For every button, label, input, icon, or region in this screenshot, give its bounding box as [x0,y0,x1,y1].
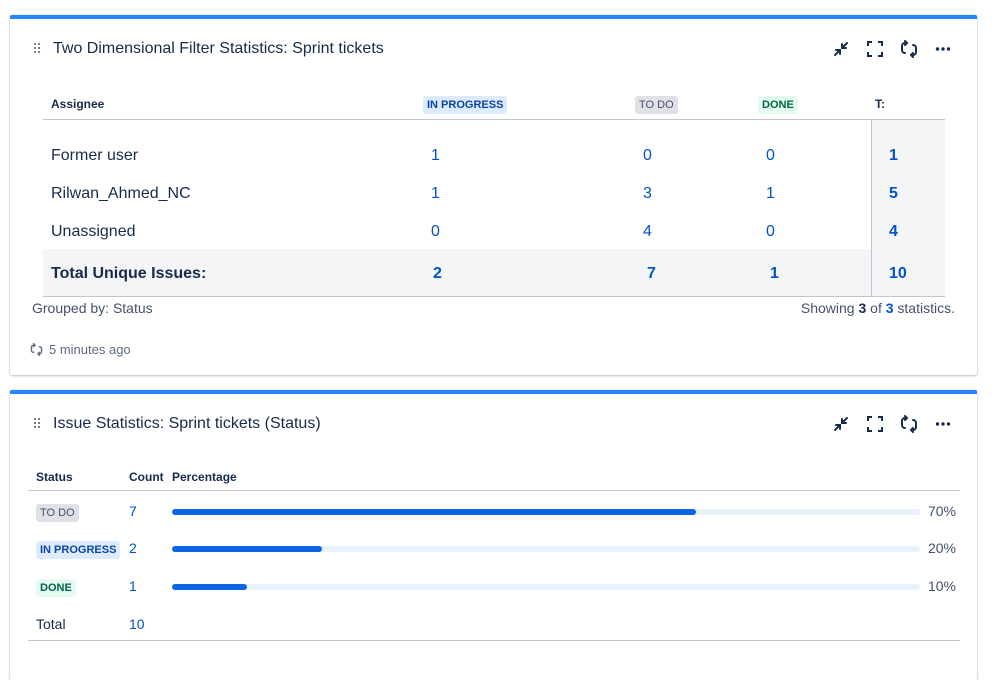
table-cell-link[interactable]: 0 [431,223,440,240]
refresh-icon[interactable] [899,39,919,59]
two-dimensional-stats-gadget: Two Dimensional Filter Statistics: Sprin… [10,15,977,375]
table-row-assignee: Unassigned [51,223,136,240]
table-cell-link[interactable]: 0 [766,223,775,240]
fullscreen-icon[interactable] [865,39,885,59]
totals-cell[interactable]: 7 [647,265,656,282]
status-cell[interactable]: IN PROGRESS [36,540,121,559]
percentage-label: 10% [927,578,956,594]
progress-bar-track [172,509,920,515]
column-header-percentage: Percentage [172,470,237,484]
showing-count-link[interactable]: 3 [885,300,894,316]
status-lozenge: TO DO [635,96,678,114]
more-icon[interactable] [933,39,953,59]
last-refreshed: 5 minutes ago [30,342,131,357]
column-header-total: T: [875,97,885,111]
status-lozenge: DONE [36,579,76,597]
more-icon[interactable] [933,414,953,434]
table-cell-link[interactable]: 1 [431,185,440,202]
table-cell-total[interactable]: 1 [889,147,898,164]
status-lozenge: IN PROGRESS [423,96,508,114]
table-row-assignee: Rilwan_Ahmed_NC [51,185,191,202]
total-label: Total [36,616,66,632]
totals-cell-grand[interactable]: 10 [889,265,907,282]
table-cell-link[interactable]: 0 [643,147,652,164]
column-header-done[interactable]: DONE [758,95,798,114]
two-dimensional-table: Assignee IN PROGRESS TO DO DONE T: Forme… [43,89,945,297]
table-cell-total[interactable]: 5 [889,185,898,202]
column-header-assignee: Assignee [51,97,105,111]
refreshed-time: 5 minutes ago [49,342,131,357]
count-link[interactable]: 1 [129,578,137,594]
progress-bar-fill [172,509,696,515]
status-lozenge: IN PROGRESS [36,541,121,559]
status-lozenge: DONE [758,96,798,114]
issue-statistics-gadget: Issue Statistics: Sprint tickets (Status… [10,390,977,680]
count-link[interactable]: 7 [129,503,137,519]
table-cell-link[interactable]: 4 [643,223,652,240]
progress-bar-fill [172,584,247,590]
status-cell[interactable]: DONE [36,578,76,597]
gadget-header: Issue Statistics: Sprint tickets (Status… [10,394,977,454]
percentage-label: 20% [927,540,956,556]
totals-row-label: Total Unique Issues: [51,265,207,282]
showing-text: Showing 3 of 3 statistics. [801,300,955,316]
column-header-in-progress[interactable]: IN PROGRESS [423,95,508,114]
column-header-to-do[interactable]: TO DO [635,95,678,114]
totals-cell[interactable]: 2 [433,265,442,282]
status-lozenge: TO DO [36,504,79,522]
column-header-status: Status [36,470,73,484]
count-link[interactable]: 2 [129,540,137,556]
minimize-icon[interactable] [831,39,851,59]
gadget-toolbar [831,414,953,434]
column-header-count: Count [129,470,164,484]
showing-shown: 3 [858,300,867,316]
issue-statistics-table: Status Count Percentage TO DO 7 70% IN P… [28,466,960,644]
gadget-header: Two Dimensional Filter Statistics: Sprin… [10,19,977,79]
table-cell-link[interactable]: 3 [643,185,652,202]
progress-bar-track [172,584,920,590]
showing-prefix: Showing [800,300,855,316]
status-cell[interactable]: TO DO [36,503,79,522]
grouped-by-text: Grouped by: Status [32,300,153,316]
refresh-icon[interactable] [30,343,43,356]
showing-of: of [870,300,882,316]
gadget-title: Issue Statistics: Sprint tickets (Status… [53,415,321,432]
minimize-icon[interactable] [831,414,851,434]
progress-bar-track [172,546,920,552]
refresh-icon[interactable] [899,414,919,434]
table-cell-link[interactable]: 1 [766,185,775,202]
fullscreen-icon[interactable] [865,414,885,434]
total-count-link[interactable]: 10 [129,616,145,632]
percentage-label: 70% [927,503,956,519]
table-cell-total[interactable]: 4 [889,223,898,240]
table-row-assignee: Former user [51,147,139,164]
showing-suffix: statistics. [897,300,955,316]
totals-cell[interactable]: 1 [770,265,779,282]
table-cell-link[interactable]: 1 [431,147,440,164]
table-cell-link[interactable]: 0 [766,147,775,164]
drag-handle-icon[interactable] [34,43,42,55]
gadget-title: Two Dimensional Filter Statistics: Sprin… [53,40,384,57]
gadget-toolbar [831,39,953,59]
drag-handle-icon[interactable] [34,418,42,430]
progress-bar-fill [172,546,322,552]
